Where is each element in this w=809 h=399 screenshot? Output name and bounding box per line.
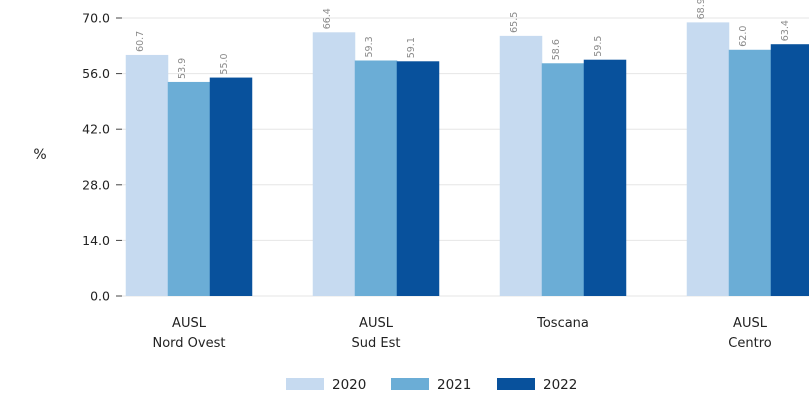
data-label: 53.9 <box>177 58 188 79</box>
bar-2022-2 <box>583 59 627 297</box>
x-category-label: Toscana <box>536 316 589 331</box>
legend-swatch-2022[interactable] <box>497 378 535 390</box>
x-axis-labels: AUSL Nord Ovest AUSL Sud Est Toscana AUSL Cent… <box>153 316 772 351</box>
data-label: 59.3 <box>364 36 375 57</box>
bar-2022-3 <box>770 44 809 297</box>
data-label: 62.0 <box>738 26 749 47</box>
y-tick-label: 28.0 <box>82 177 110 192</box>
y-tick-label: 70.0 <box>82 11 110 26</box>
legend-label-2021[interactable]: 2021 <box>437 377 471 393</box>
legend-swatch-2020[interactable] <box>286 378 324 390</box>
bar-2020-3 <box>686 22 730 297</box>
y-tick-label: 56.0 <box>82 66 110 81</box>
data-label: 66.4 <box>322 8 333 29</box>
data-label: 58.6 <box>551 39 562 60</box>
y-axis: 0.0 14.0 28.0 42.0 56.0 70.0 <box>82 11 122 304</box>
y-tick-label: 0.0 <box>90 289 110 304</box>
bar-2021-3 <box>728 49 772 297</box>
bar-2020-2 <box>499 35 543 296</box>
legend-label-2020[interactable]: 2020 <box>332 377 366 393</box>
x-category-label: Centro <box>728 336 771 351</box>
y-tick-label: 14.0 <box>82 233 110 248</box>
x-category-label: AUSL <box>172 316 207 331</box>
bar-2020-1 <box>312 32 356 296</box>
bar-2020-0 <box>125 54 169 297</box>
x-category-label: Nord Ovest <box>153 336 226 351</box>
x-category-label: AUSL <box>359 316 394 331</box>
bar-2021-0 <box>167 81 211 296</box>
x-category-label: Sud Est <box>352 336 401 351</box>
legend-swatch-2021[interactable] <box>391 378 429 390</box>
bars: 60.7 53.9 55.0 66.4 59.3 59.1 65.5 58.6 59.5 68.9… <box>125 0 809 297</box>
data-label: 68.9 <box>696 0 707 19</box>
x-category-label: AUSL <box>733 316 768 331</box>
legend-label-2022[interactable]: 2022 <box>543 377 577 393</box>
y-tick-label: 42.0 <box>82 122 110 137</box>
bar-2022-0 <box>209 77 253 296</box>
data-label: 63.4 <box>780 20 791 41</box>
bar-2021-1 <box>354 60 398 296</box>
y-axis-label: % <box>33 147 46 163</box>
data-label: 55.0 <box>219 53 230 74</box>
data-label: 65.5 <box>509 12 520 33</box>
bar-2022-1 <box>396 61 440 296</box>
legend[interactable]: 2020 2021 2022 <box>286 377 577 393</box>
data-label: 59.1 <box>406 37 417 58</box>
bar-2021-2 <box>541 63 585 296</box>
data-label: 60.7 <box>135 31 146 52</box>
data-label: 59.5 <box>593 36 604 57</box>
